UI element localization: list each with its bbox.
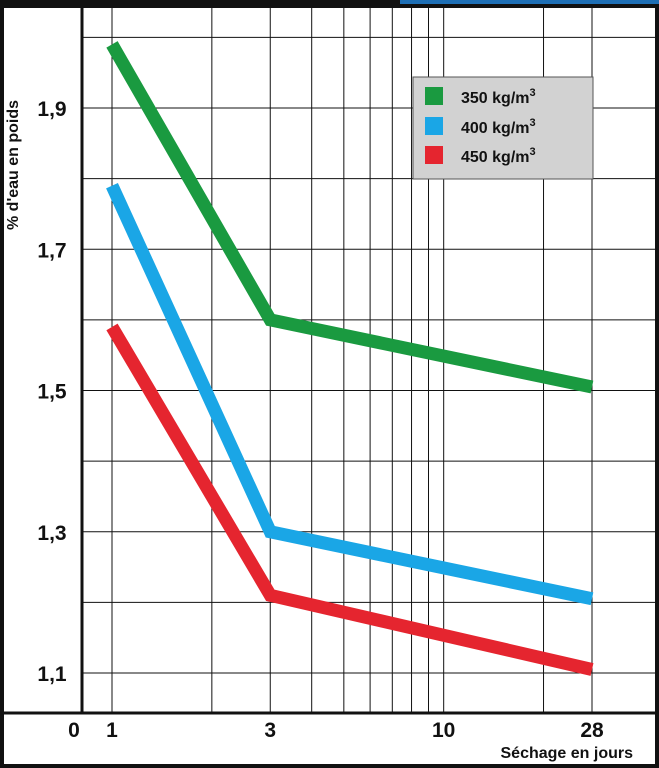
legend-swatch-400 <box>425 117 443 135</box>
series-line-0 <box>106 41 594 394</box>
legend-item-400: 400 kg/m3 <box>425 117 536 137</box>
series-line-1 <box>106 182 594 606</box>
chart-border <box>0 4 659 768</box>
x-tick-label: 1 <box>106 719 118 742</box>
series-line-2 <box>106 323 594 676</box>
legend-label-400: 400 kg/m3 <box>461 117 536 137</box>
legend-label-450: 450 kg/m3 <box>461 146 536 166</box>
legend-item-450: 450 kg/m3 <box>425 146 536 166</box>
y-tick-label: 1,7 <box>37 239 66 262</box>
legend-swatch-450 <box>425 146 443 164</box>
tick-labels: 0 1 3 10 28 1,1 1,3 1,5 1,7 1,9 <box>37 98 604 742</box>
series-layer <box>106 41 594 676</box>
x-axis-title: Séchage en jours <box>501 745 634 762</box>
x-tick-label: 28 <box>580 719 604 742</box>
legend-label-350: 350 kg/m3 <box>461 87 536 107</box>
legend-item-350: 350 kg/m3 <box>425 87 536 107</box>
y-tick-label: 1,1 <box>37 663 67 686</box>
top-bar-black <box>0 0 659 4</box>
x-tick-label: 3 <box>264 719 276 742</box>
legend: 350 kg/m3 400 kg/m3 450 kg/m3 <box>412 76 594 180</box>
y-axis-title: % d'eau en poids <box>5 100 22 230</box>
legend-swatch-350 <box>425 87 443 105</box>
x-tick-label: 10 <box>432 719 455 742</box>
x-tick-label: 0 <box>68 719 80 742</box>
y-tick-label: 1,9 <box>37 98 66 121</box>
y-tick-label: 1,3 <box>37 522 66 545</box>
y-tick-label: 1,5 <box>37 381 67 404</box>
